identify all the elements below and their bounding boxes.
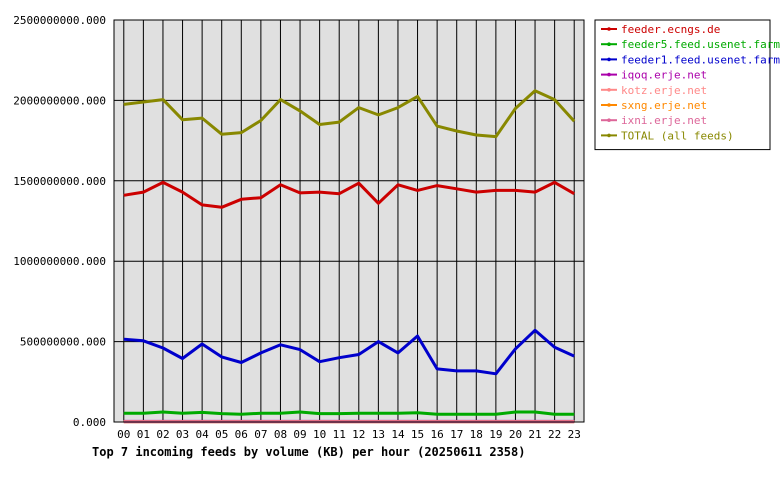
y-tick-label: 500000000.000 xyxy=(20,336,106,349)
plot-border xyxy=(113,19,585,423)
legend-label: feeder5.feed.usenet.farm xyxy=(621,38,780,51)
x-tick-label: 07 xyxy=(254,428,267,441)
series-line-total-all-feeds- xyxy=(123,89,576,139)
x-tick-label: 12 xyxy=(352,428,365,441)
legend-label: feeder1.feed.usenet.farm xyxy=(621,53,780,66)
x-tick-label: 14 xyxy=(391,428,405,441)
legend-marker xyxy=(607,72,611,77)
chart-title: Top 7 incoming feeds by volume (KB) per … xyxy=(92,445,525,459)
x-tick-label: 11 xyxy=(333,428,346,441)
x-tick-label: 22 xyxy=(548,428,561,441)
legend-marker xyxy=(607,133,611,138)
y-axis-ticks: 0.000 500000000.000 1000000000.000 15000000… xyxy=(13,14,106,429)
legend-marker xyxy=(607,42,611,46)
x-tick-label: 06 xyxy=(235,428,248,441)
x-tick-label: 03 xyxy=(176,428,189,441)
legend-marker xyxy=(607,57,611,62)
legend-marker xyxy=(607,88,611,92)
plot-background xyxy=(114,20,584,422)
legend-label: kotz.erje.net xyxy=(621,84,707,97)
x-tick-label: 09 xyxy=(293,428,306,441)
x-tick-label: 00 xyxy=(117,428,130,441)
x-tick-label: 16 xyxy=(431,428,444,441)
legend-marker xyxy=(607,103,611,107)
x-tick-label: 02 xyxy=(156,428,169,441)
x-tick-label: 21 xyxy=(528,428,541,441)
x-tick-label: 05 xyxy=(215,428,228,441)
x-tick-label: 17 xyxy=(450,428,463,441)
legend: feeder.ecngs.de feeder5.feed.usenet.farm f… xyxy=(594,19,780,151)
x-tick-label: 10 xyxy=(313,428,326,441)
legend-label: iqoq.erje.net xyxy=(621,69,707,82)
x-tick-label: 15 xyxy=(411,428,424,441)
y-tick-label: 1000000000.000 xyxy=(13,255,106,268)
y-tick-label: 1500000000.000 xyxy=(13,175,106,188)
legend-label: TOTAL (all feeds) xyxy=(621,129,734,142)
legend-label: ixni.erje.net xyxy=(621,114,707,127)
x-tick-label: 04 xyxy=(196,428,210,441)
x-tick-label: 01 xyxy=(137,428,150,441)
series-line-feeder1-feed-usenet-farm xyxy=(123,328,575,376)
x-tick-label: 08 xyxy=(274,428,287,441)
series-line-feeder5-feed-usenet-farm xyxy=(123,410,575,416)
y-tick-label: 2000000000.000 xyxy=(13,94,106,107)
series-line-feeder-ecngs-de xyxy=(123,180,575,209)
legend-box xyxy=(594,19,771,151)
y-tick-label: 2500000000.000 xyxy=(13,14,106,27)
x-tick-label: 20 xyxy=(509,428,522,441)
x-tick-label: 18 xyxy=(470,428,483,441)
legend-label: sxng.erje.net xyxy=(621,99,707,112)
legend-marker xyxy=(607,118,611,122)
y-tick-label: 0.000 xyxy=(73,416,106,429)
legend-label: feeder.ecngs.de xyxy=(621,23,720,36)
legend-marker xyxy=(607,27,611,31)
x-tick-label: 13 xyxy=(372,428,385,441)
x-tick-label: 23 xyxy=(568,428,581,441)
x-tick-label: 19 xyxy=(489,428,502,441)
x-axis-ticks: 00 01 02 03 04 05 06 07 08 09 10 11 12 13 14 15 16 17 18 19… xyxy=(117,428,581,441)
